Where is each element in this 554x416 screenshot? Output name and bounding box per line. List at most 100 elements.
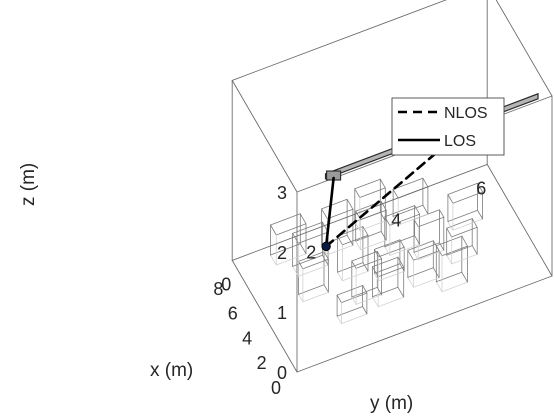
obstacle-edge [270,243,301,256]
obstacle-11 [447,182,484,231]
obstacle-edge [354,178,381,190]
x-tick-label: 8 [213,279,223,299]
obstacle-edge [362,226,369,236]
obstacle-edge [292,254,323,267]
obstacle-edge [342,270,369,282]
obstacle-edge [461,235,468,247]
obstacle-edge [446,245,473,256]
obstacle-edge [422,204,429,215]
obstacle-edge [407,240,434,251]
legend-box [391,97,505,156]
obstacle-edge [354,188,361,198]
obstacle-edge [378,246,405,258]
obstacle-edge [384,246,391,256]
obstacle-edge [355,294,383,305]
obstacle-edge [321,254,329,266]
x-axis-label: x (m) [150,360,193,381]
obstacle-edge [270,254,277,266]
obstacle-edge [446,254,453,265]
obstacle-edge [336,271,343,282]
obstacle-edge [336,306,364,317]
obstacle-edge [477,182,484,193]
obstacle-edge [407,267,434,278]
legend-label-nlos: NLOS [444,105,488,122]
obstacle-edge [392,177,424,190]
obstacle-edge [397,213,429,226]
obstacle-edge [376,250,383,260]
obstacle-2 [407,240,440,288]
z-tick-label: 3 [277,183,287,203]
obstacle-edge [371,296,379,308]
obstacle-17 [354,178,386,231]
obstacle-edge [399,263,405,272]
obstacle-edge [373,239,401,250]
obstacle-edge [384,205,416,218]
axes-box-front [231,0,553,277]
obstacle-edge [414,205,421,215]
box-edge-front-0 [231,163,488,261]
obstacle-edge [336,315,342,325]
obstacle-edge [270,224,277,236]
x-tick-label: 6 [228,304,238,324]
obstacle-edge [299,243,307,255]
obstacle-edge [413,242,440,253]
obstacle-0 [435,235,468,293]
legend: NLOS LOS [391,97,505,156]
box-edge-back-4 [231,259,298,373]
obstacle-13 [355,201,387,251]
obstacle-edge [471,218,478,228]
obstacle-edge [292,221,323,234]
obstacle-edge [471,245,478,255]
obstacle-edge [439,242,445,251]
obstacle-edge [298,260,304,270]
obstacle-edge [397,256,405,268]
obstacle-edge [297,231,329,244]
obstacle-12 [292,221,329,277]
obstacle-edge [299,213,307,225]
obstacle-edge [441,245,468,257]
obstacle-edge [298,293,304,303]
z-axis-label: z (m) [18,163,39,206]
box-edge-front-4 [495,0,553,97]
obstacle-edge [451,253,478,265]
obstacle-edge [477,209,484,220]
z-tick-label: 1 [277,303,287,323]
y-tick-label: 6 [476,178,486,198]
obstacle-edge [439,209,445,218]
obstacle-edge [371,286,399,298]
y-tick-label: 0 [221,274,231,294]
obstacle-edge [461,271,468,283]
obstacle-edge [321,208,328,220]
box-edge-front-1 [486,163,553,277]
obstacle-edge [359,187,386,198]
obstacle-edge [340,313,368,325]
obstacle-edge [414,235,421,245]
x-tick-label: 0 [271,378,281,398]
obstacle-edge [447,194,454,204]
obstacle-edge [270,213,301,226]
obstacle-edge [362,306,368,315]
obstacle-edge [355,240,362,251]
obstacle-edge [447,221,454,231]
receiver-point [321,241,331,252]
obstacle-edge [435,271,463,283]
obstacle-edge [297,264,329,277]
obstacle-edge [342,234,369,246]
series-line-nlos [324,129,464,248]
obstacle-edge [413,277,440,288]
obstacle-edge [359,220,386,231]
obstacle-edge [417,249,445,261]
obstacle-edge [392,215,399,226]
obstacle-edge [380,231,387,241]
obstacle-edge [323,284,329,293]
obstacle-16 [270,213,307,266]
obstacle-edge [355,231,382,242]
obstacle-edge [397,286,405,298]
series-layer [321,129,464,252]
obstacle-edge [323,251,329,260]
obstacle-edge [275,253,307,266]
obstacle-edge [292,265,299,277]
series-line-los [324,176,335,248]
obstacle-edge [392,188,399,199]
